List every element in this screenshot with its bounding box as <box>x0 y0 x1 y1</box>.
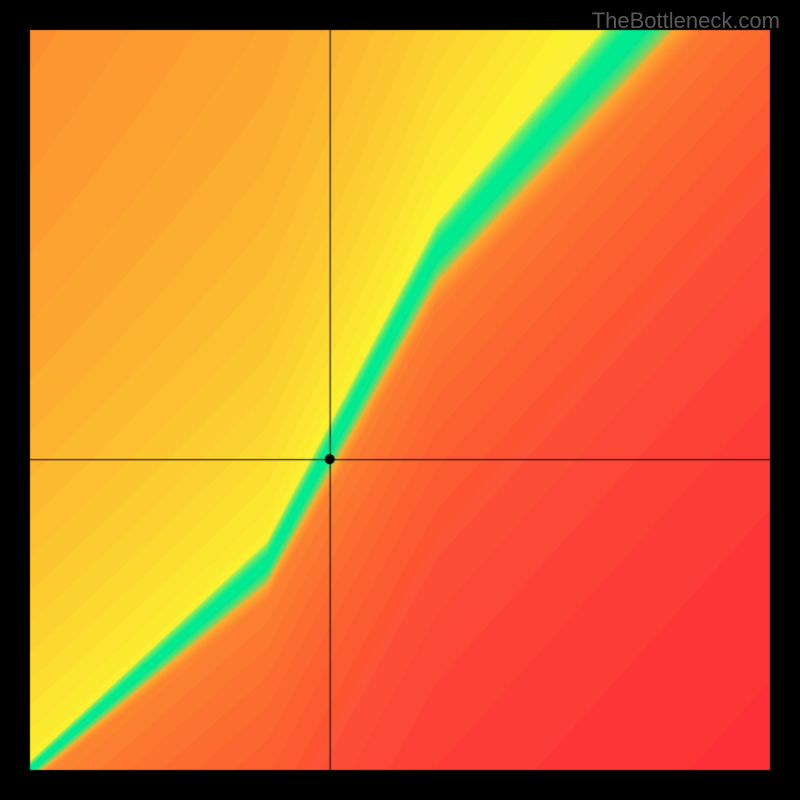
chart-container: TheBottleneck.com <box>0 0 800 800</box>
heatmap-canvas <box>0 0 800 800</box>
watermark-text: TheBottleneck.com <box>592 8 780 34</box>
